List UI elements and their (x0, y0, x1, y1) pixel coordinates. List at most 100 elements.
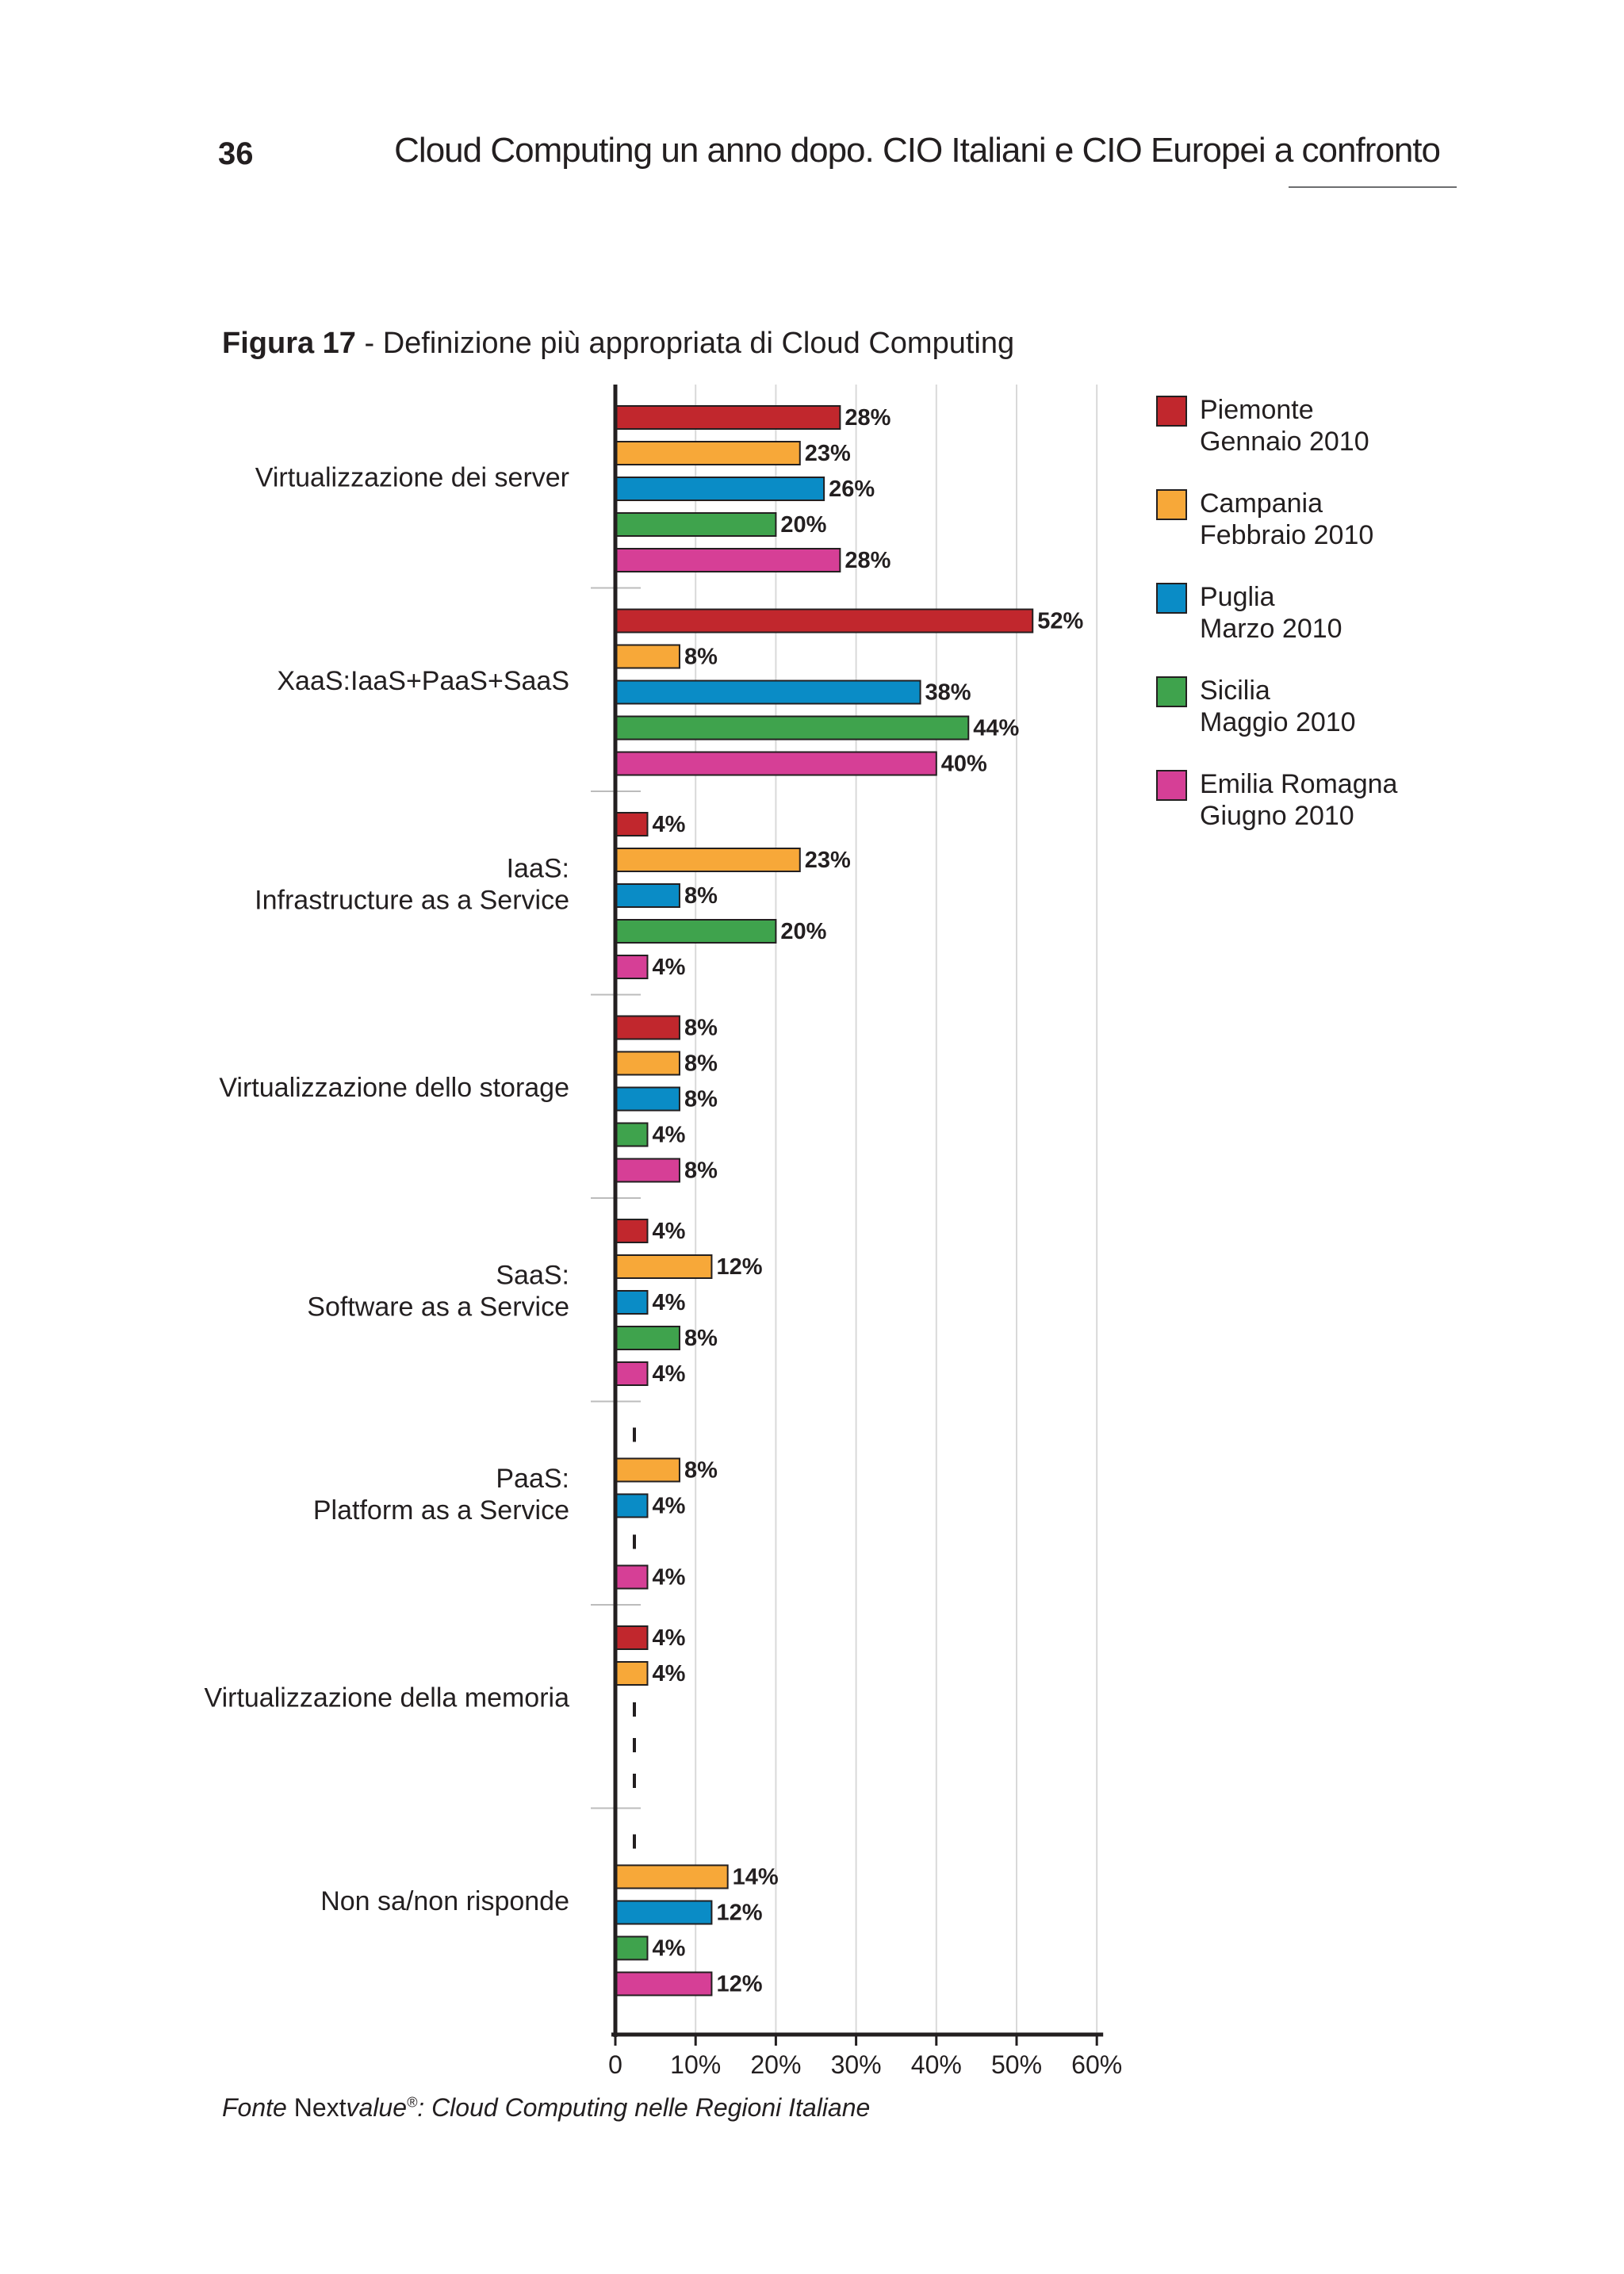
x-tick-label: 10% (670, 2050, 721, 2079)
bar (615, 919, 777, 944)
legend-label: Sicilia (1200, 676, 1270, 706)
bar (615, 1935, 649, 1961)
category-label: Virtualizzazione della memoria (205, 1683, 570, 1713)
x-tick-label: 50% (991, 2050, 1042, 2079)
bar (615, 1361, 649, 1386)
x-tick-label: 60% (1071, 2050, 1122, 2079)
bar-value-label: 40% (941, 752, 987, 777)
category-label: Virtualizzazione dei server (255, 462, 569, 492)
figure-title: Figura 17 - Definizione più appropriata … (222, 327, 1014, 361)
bar (615, 548, 841, 572)
bar (615, 848, 801, 872)
legend-label: Febbraio 2010 (1200, 520, 1373, 550)
bar (615, 1900, 713, 1925)
bar-value-label: 12% (716, 1972, 762, 1997)
bar-value-label: 23% (805, 848, 851, 873)
bar (615, 1493, 649, 1518)
bar (615, 883, 680, 908)
bar-value-label: 4% (652, 1219, 685, 1244)
bar (615, 405, 841, 430)
bar (615, 1625, 649, 1650)
bar (615, 644, 680, 669)
bar (615, 1564, 649, 1590)
legend-label: Piemonte (1200, 395, 1314, 425)
legend-label: Gennaio 2010 (1200, 427, 1369, 457)
bar-value-label: 4% (652, 1123, 685, 1148)
category-label: Platform as a Service (313, 1495, 569, 1526)
source-brand-value: value (346, 2093, 408, 2122)
bar (615, 1457, 680, 1483)
bar-value-label: 12% (716, 1901, 762, 1926)
bar-value-label: 4% (652, 955, 685, 980)
legend-swatch (1156, 770, 1187, 801)
bar-value-label: 8% (684, 1458, 718, 1483)
x-tick-label: 30% (831, 2050, 882, 2079)
category-label: Software as a Service (307, 1292, 569, 1322)
bar-value-label: 28% (845, 548, 891, 573)
bar-value-label: 4% (652, 812, 685, 837)
source-title: : Cloud Computing nelle Regioni Italiane (417, 2093, 871, 2122)
bar-value-label: 52% (1037, 609, 1083, 634)
bar (615, 812, 649, 836)
bar (615, 477, 825, 501)
bar-value-label: 8% (684, 1016, 718, 1041)
bar-value-label: 8% (684, 1158, 718, 1184)
bar-value-label: 14% (733, 1865, 779, 1890)
bar-value-label: 4% (652, 1661, 685, 1686)
bar-value-label: 4% (652, 1361, 685, 1387)
bar-value-label: 23% (805, 441, 851, 466)
bar (615, 512, 777, 537)
bar-value-label: 4% (652, 1565, 685, 1591)
bar (615, 955, 649, 979)
bar-value-label: 20% (780, 512, 826, 538)
x-tick-label: 0 (608, 2050, 622, 2079)
bar (615, 680, 921, 705)
figure-caption: Definizione più appropriata di Cloud Com… (382, 327, 1015, 360)
bar-value-label: 26% (829, 477, 875, 502)
legend-label: Emilia Romagna (1200, 769, 1398, 799)
bar (615, 1219, 649, 1243)
category-label: SaaS: (496, 1260, 569, 1290)
bar (615, 1086, 680, 1112)
bar-value-label: 4% (652, 1290, 685, 1315)
figure-label: Figura 17 (222, 327, 356, 360)
legend-label: Giugno 2010 (1200, 801, 1354, 831)
bar-value-label: 8% (684, 1087, 718, 1112)
bar-value-label: 4% (652, 1494, 685, 1519)
bar (615, 1290, 649, 1315)
running-title: Cloud Computing un anno dopo. CIO Italia… (394, 131, 1441, 170)
bar-value-label: 8% (684, 1051, 718, 1077)
category-label: Infrastructure as a Service (255, 885, 569, 915)
source-prefix: Fonte (222, 2093, 287, 2122)
page-number: 36 (218, 136, 254, 171)
figure-separator: - (355, 327, 383, 360)
bar (615, 1051, 680, 1076)
bar-value-label: 4% (652, 1625, 685, 1651)
bar-value-label: 8% (684, 1326, 718, 1351)
bar (615, 1661, 649, 1686)
bar (615, 1971, 713, 1996)
bar (615, 1015, 680, 1040)
bar-value-label: 4% (652, 1936, 685, 1962)
bar-value-label: 38% (925, 680, 971, 706)
category-label: Virtualizzazione dello storage (219, 1073, 569, 1103)
legend-swatch (1156, 489, 1187, 520)
category-label: XaaS:IaaS+PaaS+SaaS (277, 666, 569, 696)
header-rule (1289, 186, 1457, 188)
legend-swatch (1156, 396, 1187, 427)
bar-value-label: 20% (780, 919, 826, 944)
legend-label: Campania (1200, 488, 1323, 519)
bar (615, 1254, 713, 1279)
source-brand-next: Next (293, 2093, 347, 2122)
bar (615, 1122, 649, 1147)
registered-mark: ® (407, 2094, 418, 2111)
bar-value-label: 44% (973, 716, 1019, 741)
legend-swatch (1156, 676, 1187, 707)
bar (615, 1864, 729, 1889)
bar-value-label: 12% (716, 1254, 762, 1280)
x-tick-label: 40% (911, 2050, 962, 2079)
bar (615, 608, 1034, 634)
legend-label: Marzo 2010 (1200, 614, 1342, 644)
bar (615, 715, 970, 741)
bar (615, 1326, 680, 1350)
